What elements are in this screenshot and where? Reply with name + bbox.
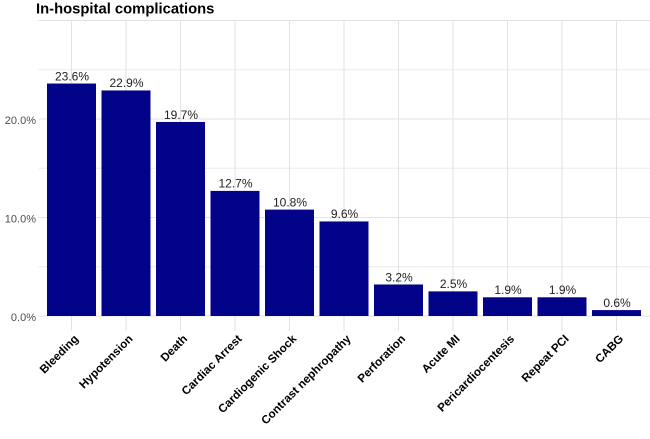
svg-text:10.8%: 10.8%	[273, 195, 307, 209]
svg-text:20.0%: 20.0%	[5, 115, 36, 127]
svg-text:0.6%: 0.6%	[603, 296, 631, 310]
svg-text:2.5%: 2.5%	[440, 277, 468, 291]
svg-text:22.9%: 22.9%	[109, 76, 143, 90]
svg-text:In-hospital complications: In-hospital complications	[36, 2, 214, 18]
svg-text:9.6%: 9.6%	[331, 207, 359, 221]
svg-text:10.0%: 10.0%	[5, 214, 36, 226]
svg-text:3.2%: 3.2%	[385, 270, 413, 284]
svg-text:1.9%: 1.9%	[549, 283, 577, 297]
svg-text:1.9%: 1.9%	[494, 283, 522, 297]
svg-text:19.7%: 19.7%	[164, 108, 198, 122]
svg-text:12.7%: 12.7%	[218, 177, 252, 191]
svg-text:23.6%: 23.6%	[55, 69, 89, 83]
svg-text:0.0%: 0.0%	[11, 312, 36, 324]
